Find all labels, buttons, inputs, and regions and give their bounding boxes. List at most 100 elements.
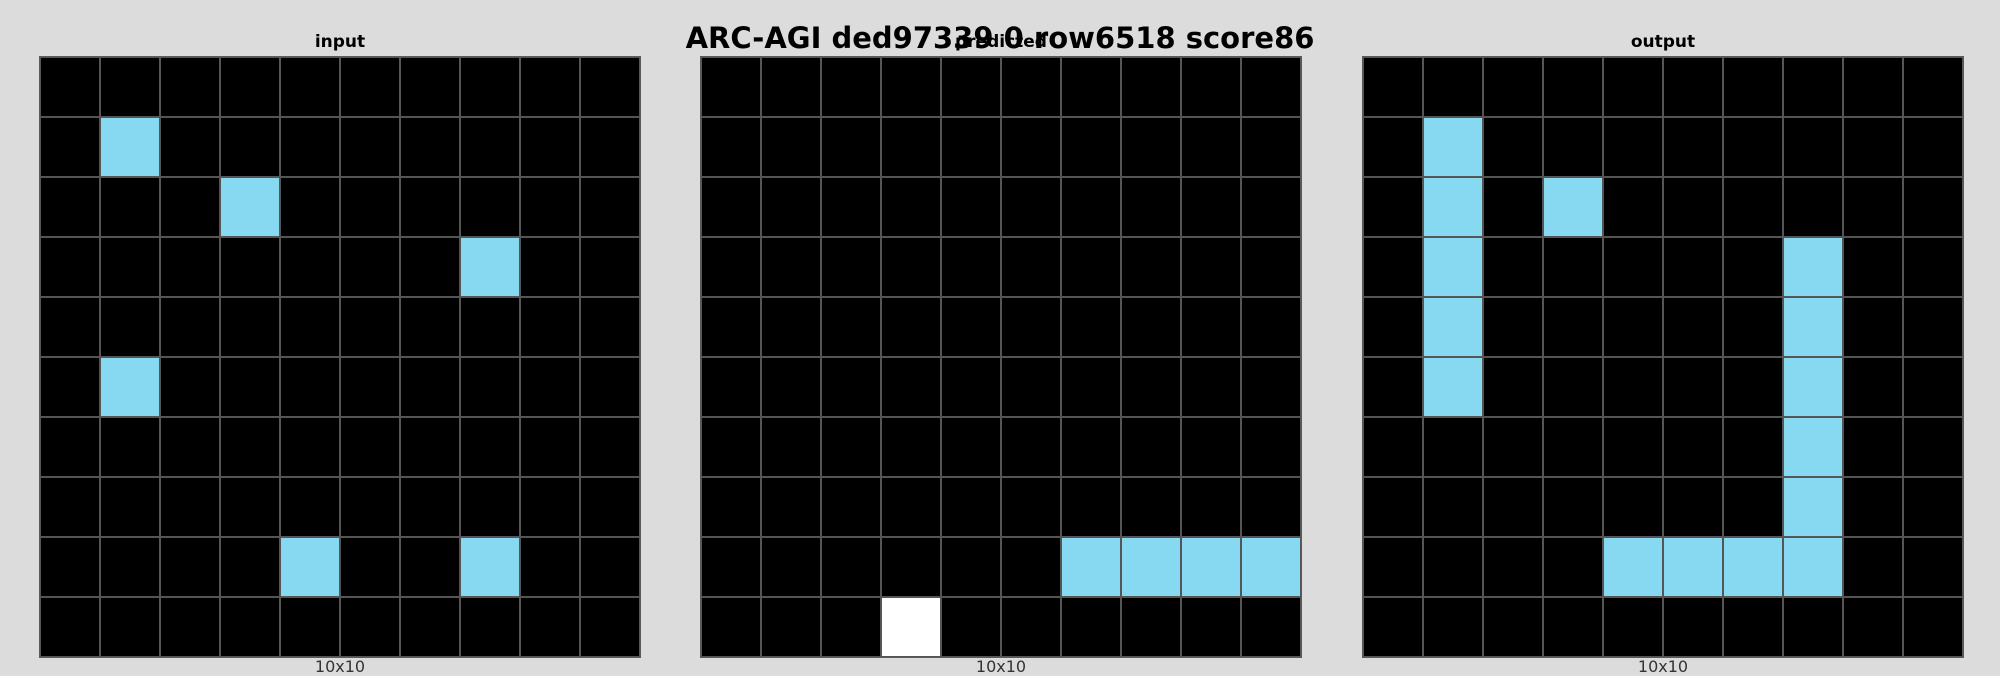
grid-cell <box>1181 417 1241 477</box>
grid-cell <box>1001 117 1061 177</box>
grid-cell <box>1783 177 1843 237</box>
grid-cell <box>1241 597 1301 657</box>
grid-cell <box>821 237 881 297</box>
grid-cell <box>941 477 1001 537</box>
grid-cell <box>580 117 640 177</box>
grid-cell <box>1903 597 1963 657</box>
grid-cell <box>941 237 1001 297</box>
grid-cell <box>160 177 220 237</box>
grid-cell <box>580 477 640 537</box>
grid-cell <box>520 237 580 297</box>
grid-cell <box>1663 477 1723 537</box>
grid-cell <box>220 477 280 537</box>
grid-cell <box>1001 357 1061 417</box>
grid-cell <box>1001 417 1061 477</box>
grid-cell <box>941 537 1001 597</box>
grid-cell <box>1783 537 1843 597</box>
grid-cell <box>1363 297 1423 357</box>
grid-cell <box>1543 417 1603 477</box>
grid-cell <box>520 117 580 177</box>
grid-cell <box>1663 357 1723 417</box>
grid-cell <box>1483 477 1543 537</box>
grid-cell <box>340 417 400 477</box>
grid-cell <box>280 417 340 477</box>
grid-cell <box>160 417 220 477</box>
grid-cell <box>1483 237 1543 297</box>
grid-cell <box>1843 57 1903 117</box>
grid-cell <box>1121 117 1181 177</box>
grid-cell <box>340 297 400 357</box>
grid-cell <box>400 477 460 537</box>
grid-cell <box>1543 597 1603 657</box>
grid-cell <box>460 357 520 417</box>
grid-cell <box>1001 297 1061 357</box>
grid-cell <box>1603 477 1663 537</box>
grid-cell <box>1903 477 1963 537</box>
grid-cell <box>1483 57 1543 117</box>
predicted-grid-size-label: 10x10 <box>975 657 1027 676</box>
grid-cell <box>280 297 340 357</box>
grid-cell <box>400 117 460 177</box>
grid-cell <box>100 597 160 657</box>
grid-cell <box>761 417 821 477</box>
grid-cell <box>580 297 640 357</box>
grid-cell <box>1423 297 1483 357</box>
grid-cell <box>100 537 160 597</box>
grid-cell <box>1363 597 1423 657</box>
predicted-panel: predicted 10x10 <box>700 0 1302 676</box>
grid-cell <box>400 357 460 417</box>
grid-cell <box>400 57 460 117</box>
grid-cell <box>1483 357 1543 417</box>
grid-cell <box>1121 357 1181 417</box>
grid-cell <box>821 297 881 357</box>
grid-cell <box>1423 597 1483 657</box>
grid-cell <box>460 57 520 117</box>
grid-cell <box>1783 57 1843 117</box>
grid-cell <box>701 417 761 477</box>
grid-cell <box>1603 537 1663 597</box>
grid-cell <box>40 117 100 177</box>
grid-cell <box>881 177 941 237</box>
grid-cell <box>1483 417 1543 477</box>
grid-cell <box>100 417 160 477</box>
grid-cell <box>1723 597 1783 657</box>
output-panel-title: output <box>1630 32 1696 52</box>
grid-cell <box>1241 237 1301 297</box>
grid-cell <box>40 477 100 537</box>
grid-cell <box>1423 177 1483 237</box>
grid-cell <box>340 597 400 657</box>
grid-cell <box>160 297 220 357</box>
grid-cell <box>941 597 1001 657</box>
grid-cell <box>1363 417 1423 477</box>
grid-cell <box>1903 237 1963 297</box>
grid-cell <box>1783 237 1843 297</box>
grid-cell <box>1181 477 1241 537</box>
grid-cell <box>1843 417 1903 477</box>
grid-cell <box>1663 597 1723 657</box>
grid-cell <box>340 537 400 597</box>
grid-cell <box>1241 537 1301 597</box>
grid-cell <box>1363 357 1423 417</box>
grid-cell <box>40 597 100 657</box>
grid-cell <box>881 597 941 657</box>
grid-cell <box>1181 57 1241 117</box>
grid-cell <box>1423 537 1483 597</box>
grid-cell <box>1241 477 1301 537</box>
grid-cell <box>821 57 881 117</box>
grid-cell <box>40 237 100 297</box>
grid-cell <box>340 357 400 417</box>
grid-cell <box>941 297 1001 357</box>
grid-cell <box>1121 237 1181 297</box>
grid-cell <box>280 357 340 417</box>
grid-cell <box>1723 57 1783 117</box>
grid-cell <box>160 117 220 177</box>
grid-cell <box>701 537 761 597</box>
grid-cell <box>821 537 881 597</box>
grid-cell <box>1363 57 1423 117</box>
grid-cell <box>220 177 280 237</box>
grid-cell <box>761 237 821 297</box>
grid-cell <box>1181 177 1241 237</box>
grid-cell <box>1543 177 1603 237</box>
grid-cell <box>761 477 821 537</box>
grid-cell <box>1001 477 1061 537</box>
